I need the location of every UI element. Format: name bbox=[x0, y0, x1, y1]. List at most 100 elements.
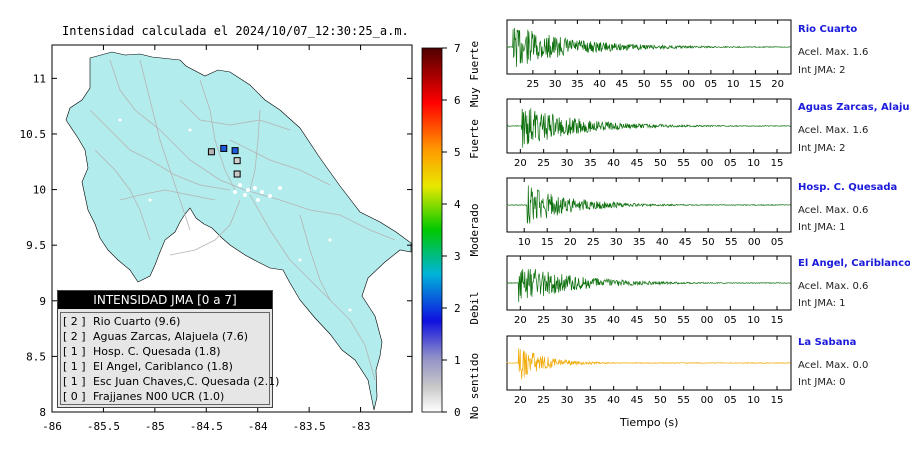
x-tick-label: -85 bbox=[145, 420, 165, 433]
y-tick-label: 9.5 bbox=[26, 239, 46, 252]
time-tick-label: 40 bbox=[656, 237, 669, 248]
y-tick-label: 10.5 bbox=[20, 128, 47, 141]
colorbar-category-label: Debil bbox=[468, 291, 481, 324]
colorbar-category-label: Moderado bbox=[468, 204, 481, 257]
city-dots bbox=[118, 118, 352, 312]
station-name: Aguas Zarcas, Alajuela bbox=[798, 102, 910, 113]
time-tick-label: 50 bbox=[702, 237, 715, 248]
colorbar-tick-label: 7 bbox=[454, 42, 461, 55]
time-tick-label: 05 bbox=[724, 158, 737, 169]
time-tick-label: 45 bbox=[631, 395, 644, 406]
station-marker bbox=[233, 157, 241, 165]
colorbar-tick-label: 0 bbox=[454, 406, 461, 419]
time-tick-label: 50 bbox=[654, 395, 667, 406]
waveform-panel: 25 30 35 40 45 50 55 00 05 10 15 20 bbox=[506, 19, 792, 90]
time-tick-label: 30 bbox=[561, 315, 574, 326]
waveform-trace bbox=[506, 269, 791, 303]
y-tick-label: 11 bbox=[33, 72, 46, 85]
time-tick-label: 55 bbox=[725, 237, 738, 248]
time-tick-label: 20 bbox=[514, 315, 527, 326]
colorbar-category-label: Muy Fuerte bbox=[468, 41, 481, 107]
time-tick-label: 10 bbox=[747, 395, 760, 406]
time-tick-label: 20 bbox=[771, 79, 784, 90]
station-jma: Int JMA: 2 bbox=[798, 143, 846, 154]
time-tick-label: 05 bbox=[724, 395, 737, 406]
time-tick-label: 35 bbox=[584, 315, 597, 326]
time-tick-label: 15 bbox=[749, 79, 762, 90]
y-tick-label: 10 bbox=[33, 184, 46, 197]
station-jma: Int JMA: 0 bbox=[798, 377, 846, 388]
y-tick-label: 8 bbox=[39, 406, 46, 419]
time-tick-label: 45 bbox=[616, 79, 629, 90]
time-tick-label: 40 bbox=[607, 395, 620, 406]
time-tick-label: 45 bbox=[679, 237, 692, 248]
waveform-trace bbox=[506, 348, 791, 380]
time-tick-label: 20 bbox=[514, 158, 527, 169]
time-tick-label: 00 bbox=[682, 79, 695, 90]
waveform-panel: 20 25 30 35 40 45 50 55 00 05 10 15 bbox=[506, 335, 792, 406]
colorbar-tick-label: 2 bbox=[454, 302, 461, 315]
waveform-trace bbox=[506, 185, 791, 224]
legend-title: INTENSIDAD JMA [0 a 7] bbox=[58, 291, 272, 309]
colorbar-category-label: Fuerte bbox=[468, 119, 481, 159]
station-acel: Acel. Max. 0.6 bbox=[798, 205, 869, 216]
time-tick-label: 30 bbox=[549, 79, 562, 90]
time-tick-label: 35 bbox=[633, 237, 646, 248]
time-tick-label: 50 bbox=[654, 315, 667, 326]
station-name: La Sabana bbox=[798, 337, 857, 348]
station-acel: Acel. Max. 1.6 bbox=[798, 47, 869, 58]
time-tick-label: 30 bbox=[561, 158, 574, 169]
legend-item: [ 1 ] Esc Juan Chaves,C. Quesada (2.1) bbox=[63, 375, 280, 388]
time-tick-label: 20 bbox=[514, 395, 527, 406]
time-tick-label: 10 bbox=[518, 237, 531, 248]
time-tick-label: 55 bbox=[660, 79, 673, 90]
time-tick-label: 40 bbox=[607, 315, 620, 326]
time-tick-label: 55 bbox=[677, 395, 690, 406]
map-title: Intensidad calculada el 2024/10/07_12:30… bbox=[62, 24, 409, 38]
time-tick-label: 20 bbox=[564, 237, 577, 248]
y-tick-label: 9 bbox=[39, 295, 46, 308]
station-jma: Int JMA: 1 bbox=[798, 222, 846, 233]
time-tick-label: 30 bbox=[610, 237, 623, 248]
station-marker bbox=[231, 147, 239, 155]
legend-item: [ 1 ] Hosp. C. Quesada (1.8) bbox=[63, 345, 221, 358]
colorbar-category-label: No sentido bbox=[468, 353, 481, 419]
time-tick-label: 05 bbox=[771, 237, 784, 248]
time-tick-label: 40 bbox=[607, 158, 620, 169]
waveform-panel: 10 15 20 25 30 35 40 45 50 55 00 05 bbox=[506, 177, 792, 248]
time-tick-label: 05 bbox=[724, 315, 737, 326]
legend-item: [ 0 ] Frajjanes N00 UCR (1.0) bbox=[63, 390, 225, 403]
time-tick-label: 35 bbox=[571, 79, 584, 90]
colorbar-gradient bbox=[421, 47, 443, 413]
time-tick-label: 10 bbox=[727, 79, 740, 90]
station-marker bbox=[207, 148, 215, 156]
road-network bbox=[89, 59, 396, 381]
x-tick-label: -85.5 bbox=[87, 420, 120, 433]
y-tick-label: 8.5 bbox=[26, 350, 46, 363]
waveform-trace bbox=[506, 108, 791, 148]
intensity-colorbar: 0 1 2 3 4 5 6 7 No sentido Debil Moderado Fuerte Mu… bbox=[421, 41, 481, 419]
station-acel: Acel. Max. 0.6 bbox=[798, 281, 869, 292]
x-tick-label: -84.5 bbox=[190, 420, 223, 433]
time-tick-label: 25 bbox=[537, 395, 550, 406]
station-marker bbox=[233, 170, 241, 178]
station-markers bbox=[207, 144, 241, 178]
time-tick-label: 50 bbox=[638, 79, 651, 90]
legend-item: [ 1 ] El Angel, Cariblanco (1.8) bbox=[63, 360, 233, 373]
station-acel: Acel. Max. 1.6 bbox=[798, 125, 869, 136]
x-tick-label: -83.5 bbox=[293, 420, 326, 433]
time-tick-label: 05 bbox=[705, 79, 718, 90]
station-jma: Int JMA: 1 bbox=[798, 298, 846, 309]
colorbar-tick-label: 6 bbox=[454, 94, 461, 107]
time-tick-label: 35 bbox=[584, 395, 597, 406]
time-tick-label: 15 bbox=[771, 158, 784, 169]
time-tick-label: 25 bbox=[587, 237, 600, 248]
time-tick-label: 55 bbox=[677, 315, 690, 326]
legend-item: [ 2 ] Aguas Zarcas, Alajuela (7.6) bbox=[63, 330, 249, 343]
station-marker bbox=[220, 144, 228, 152]
time-tick-label: 40 bbox=[593, 79, 606, 90]
station-name: Hosp. C. Quesada bbox=[798, 182, 898, 193]
waveform-panel: 20 25 30 35 40 45 50 55 00 05 10 15 bbox=[506, 98, 792, 169]
x-tick-label: -86 bbox=[42, 420, 62, 433]
